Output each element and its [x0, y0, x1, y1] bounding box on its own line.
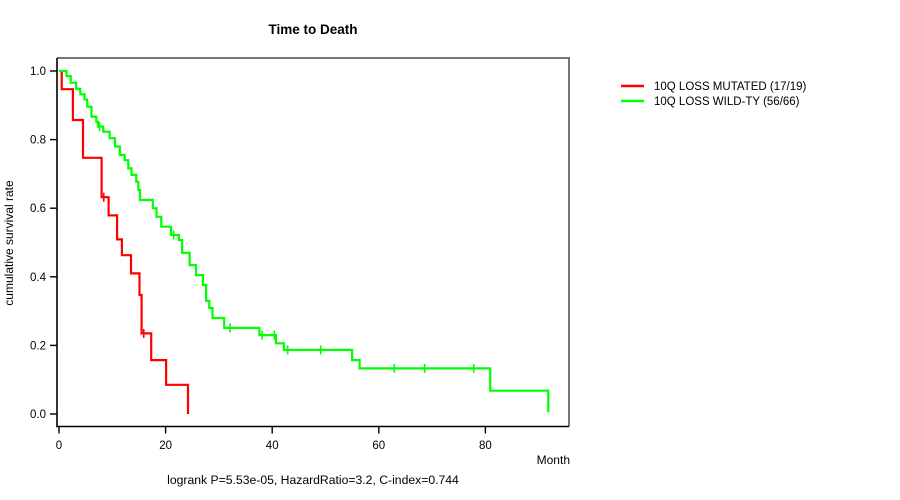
y-tick-label: 0.6	[30, 203, 46, 215]
x-tick-label: 0	[56, 440, 62, 452]
x-axis-title: Month	[537, 453, 570, 467]
x-tick-label: 20	[159, 440, 172, 452]
survival-step-curve	[59, 69, 550, 413]
y-tick-label: 0.2	[30, 340, 46, 352]
y-axis: 0.0 0.2 0.4 0.6 0.8 1.0	[30, 66, 57, 421]
x-tick-label: 80	[479, 440, 492, 452]
x-tick-label: 60	[372, 440, 385, 452]
y-tick-label: 1.0	[30, 66, 46, 78]
y-tick-label: 0.4	[30, 272, 47, 284]
statistics-footnote: logrank P=5.53e-05, HazardRatio=3.2, C-i…	[167, 473, 459, 487]
x-tick-label: 40	[266, 440, 279, 452]
y-axis-title: cumulative survival rate	[2, 180, 16, 306]
survival-curves	[59, 69, 550, 414]
legend-label-wildtype: 10Q LOSS WILD-TY (56/66)	[654, 96, 800, 108]
legend-item-mutated: 10Q LOSS MUTATED (17/19)	[621, 81, 806, 93]
x-axis: 0 20 40 60 80	[56, 426, 492, 452]
legend: 10Q LOSS MUTATED (17/19) 10Q LOSS WILD-T…	[621, 81, 806, 108]
plot-frame-axes	[56, 58, 569, 428]
survival-step-curve	[59, 69, 190, 414]
y-tick-label: 0.8	[30, 135, 46, 147]
chart-title: Time to Death	[268, 22, 357, 37]
plot-frame-top-right	[57, 57, 570, 427]
y-tick-label: 0.0	[30, 409, 46, 421]
legend-label-mutated: 10Q LOSS MUTATED (17/19)	[654, 81, 806, 93]
legend-item-wildtype: 10Q LOSS WILD-TY (56/66)	[621, 96, 800, 108]
